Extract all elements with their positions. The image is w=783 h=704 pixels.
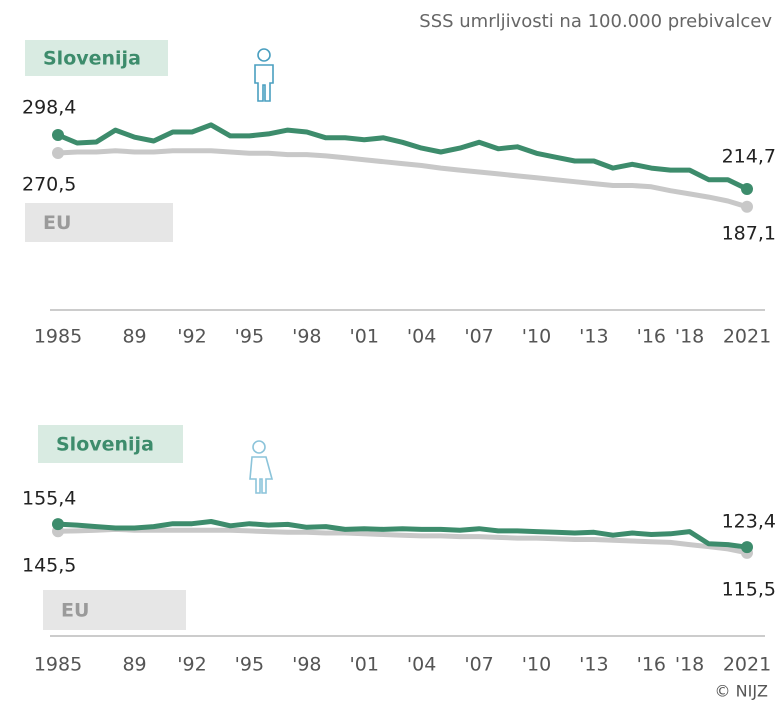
x-tick-label: '95 [235,326,264,348]
x-tick-label: '98 [292,654,321,676]
legend-label: EU [61,600,89,622]
legend-box [25,203,173,242]
x-tick-label: '01 [350,654,379,676]
x-tick-label: '04 [407,326,436,348]
x-tick-label: 89 [122,326,146,348]
x-tick-label: 2021 [723,326,771,348]
end-point [52,518,64,531]
x-tick-label: '18 [675,654,704,676]
x-tick-label: '16 [637,326,666,348]
end-point [741,182,753,195]
x-tick-label: '07 [464,654,493,676]
value-label: 298,4 [22,97,76,119]
legend-label: Slovenija [43,48,141,70]
legend-box [38,425,183,463]
x-tick-label: '16 [637,654,666,676]
value-label: 187,1 [722,223,776,245]
series-line [55,526,750,556]
x-tick-label: '92 [177,654,206,676]
series-line [55,148,750,210]
x-tick-label: '07 [464,326,493,348]
legend-box [25,40,168,76]
credit: © NIJZ [715,682,768,701]
value-label: 115,5 [722,579,776,601]
female-icon [249,440,274,494]
end-point [741,200,753,213]
value-label: 270,5 [22,174,76,196]
x-tick-label: 89 [122,654,146,676]
value-label: 214,7 [722,146,776,168]
x-tick-label: 1985 [34,654,82,676]
x-tick-label: '13 [579,654,608,676]
series-line [55,519,750,550]
end-point [52,146,64,159]
x-tick-label: '01 [350,326,379,348]
end-point [741,541,753,554]
x-tick-label: 1985 [34,326,82,348]
x-tick-label: '13 [579,326,608,348]
subtitle: SSS umrljivosti na 100.000 prebivalcev [419,11,772,32]
x-tick-label: '95 [235,654,264,676]
value-label: 145,5 [22,555,76,577]
legend-label: EU [43,212,71,234]
legend-label: Slovenija [56,434,154,456]
x-tick-label: '98 [292,326,321,348]
legend-box [43,590,186,630]
x-tick-label: '92 [177,326,206,348]
x-tick-label: '10 [522,326,551,348]
value-label: 123,4 [722,511,776,533]
x-tick-label: '18 [675,326,704,348]
value-label: 155,4 [22,488,76,510]
x-tick-label: '04 [407,654,436,676]
x-tick-label: 2021 [723,654,771,676]
end-point [52,128,64,141]
male-icon [254,48,274,102]
x-tick-label: '10 [522,654,551,676]
series-line [55,122,750,192]
